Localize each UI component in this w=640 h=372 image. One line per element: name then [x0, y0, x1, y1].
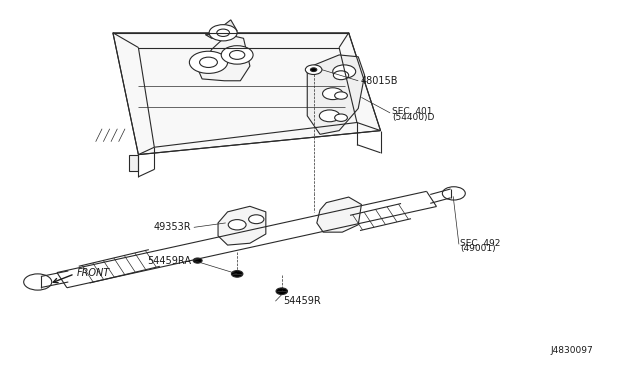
Polygon shape: [205, 20, 237, 38]
Circle shape: [200, 57, 218, 67]
Circle shape: [335, 92, 348, 99]
Text: 49353R: 49353R: [154, 222, 191, 232]
Circle shape: [221, 46, 253, 64]
Text: (54400)D: (54400)D: [392, 113, 435, 122]
Circle shape: [232, 270, 243, 277]
Circle shape: [230, 51, 245, 60]
Circle shape: [209, 25, 237, 41]
Polygon shape: [199, 35, 250, 81]
Circle shape: [442, 187, 465, 200]
Circle shape: [193, 258, 202, 263]
Circle shape: [333, 65, 356, 78]
Text: FRONT: FRONT: [77, 268, 110, 278]
Circle shape: [248, 215, 264, 224]
Polygon shape: [129, 155, 138, 171]
Circle shape: [305, 65, 322, 74]
Circle shape: [24, 274, 52, 290]
Circle shape: [228, 219, 246, 230]
Text: (49001): (49001): [460, 244, 496, 253]
Text: SEC. 401: SEC. 401: [392, 107, 433, 116]
Text: SEC. 492: SEC. 492: [460, 239, 500, 248]
Circle shape: [189, 51, 228, 73]
Polygon shape: [307, 55, 365, 134]
Text: 54459R: 54459R: [283, 296, 321, 306]
Text: J4830097: J4830097: [550, 346, 593, 355]
Polygon shape: [218, 206, 266, 245]
Circle shape: [333, 71, 349, 80]
Circle shape: [310, 68, 317, 71]
Polygon shape: [317, 197, 362, 232]
Text: 48015B: 48015B: [360, 76, 397, 86]
Circle shape: [217, 29, 230, 36]
Circle shape: [319, 110, 340, 122]
Circle shape: [276, 288, 287, 295]
Polygon shape: [113, 33, 381, 155]
Text: 54459RA: 54459RA: [147, 256, 191, 266]
Circle shape: [335, 114, 348, 121]
Circle shape: [323, 88, 343, 100]
